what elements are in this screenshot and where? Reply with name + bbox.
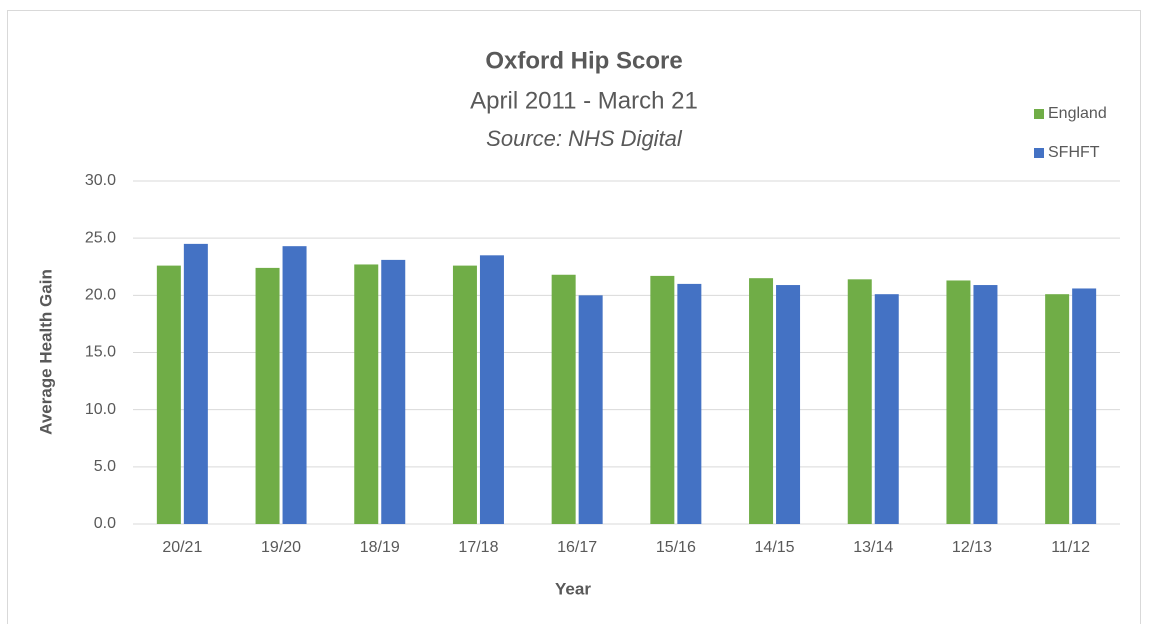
- bar: [551, 274, 576, 524]
- bar: [255, 267, 280, 524]
- bar: [381, 259, 406, 524]
- bar: [183, 243, 208, 524]
- y-tick-label: 5.0: [94, 458, 116, 475]
- y-tick-label: 0.0: [94, 515, 116, 532]
- bar: [1045, 294, 1070, 524]
- y-axis-title: Average Health Gain: [36, 269, 55, 435]
- x-tick-label: 14/15: [755, 539, 795, 556]
- x-tick-label: 17/18: [458, 539, 498, 556]
- bar: [578, 295, 603, 524]
- x-tick-label: 13/14: [853, 539, 893, 556]
- x-tick-label: 20/21: [162, 539, 202, 556]
- bar: [354, 264, 379, 524]
- x-tick-label: 11/12: [1051, 539, 1090, 556]
- bar: [776, 285, 801, 524]
- y-tick-label: 15.0: [85, 344, 116, 361]
- bar: [973, 285, 998, 524]
- bar: [749, 278, 774, 524]
- bar: [847, 279, 872, 524]
- bar: [156, 265, 181, 524]
- legend-swatch: [1034, 109, 1044, 119]
- bar: [1072, 288, 1097, 524]
- chart-subtitle: April 2011 - March 21: [470, 87, 698, 114]
- y-tick-label: 10.0: [85, 401, 116, 418]
- chart-title: Oxford Hip Score: [485, 47, 682, 74]
- legend-label: England: [1048, 105, 1107, 122]
- x-tick-label: 15/16: [656, 539, 696, 556]
- bar: [946, 280, 971, 524]
- chart-source: Source: NHS Digital: [486, 126, 683, 151]
- x-tick-label: 16/17: [557, 539, 597, 556]
- bar: [677, 283, 702, 524]
- x-axis-title: Year: [555, 579, 591, 598]
- y-tick-label: 30.0: [85, 172, 116, 189]
- x-tick-label: 19/20: [261, 539, 301, 556]
- legend-label: SFHFT: [1048, 144, 1100, 161]
- x-tick-label: 12/13: [952, 539, 992, 556]
- bar: [650, 275, 675, 524]
- y-tick-label: 25.0: [85, 229, 116, 246]
- bar: [452, 265, 477, 524]
- bar: [479, 255, 504, 525]
- bar: [874, 294, 899, 524]
- bar: [282, 246, 307, 525]
- x-tick-label: 18/19: [360, 539, 400, 556]
- legend-swatch: [1034, 148, 1044, 158]
- y-tick-label: 20.0: [85, 287, 116, 304]
